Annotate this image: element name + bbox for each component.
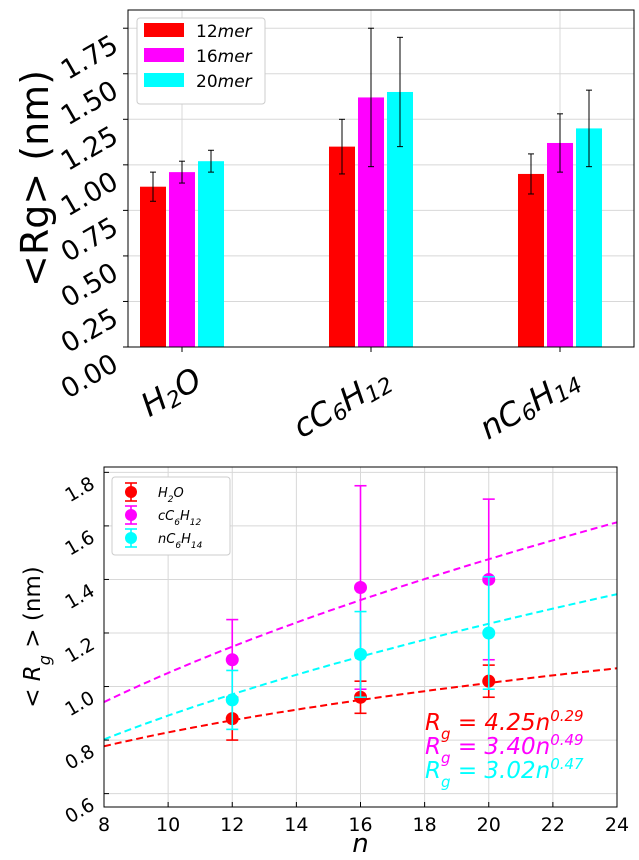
y-tick-label: 1.4 [61, 580, 98, 614]
scatter-chart: 8 10 12 14 16 18 20 22 24 0.6 0.8 1.0 1.2 1.4 1.6 1.8 n <… [20, 466, 629, 859]
y-tick-label: 0.25 [56, 303, 124, 360]
legend-label: cC6H12 [158, 509, 201, 528]
bar-chart: 0.000.250.500.751.001.251.501.75 H2O cC6H1… [13, 9, 635, 449]
x-tick-label: 10 [156, 814, 180, 836]
data-point [354, 647, 367, 661]
legend-marker [125, 509, 137, 521]
legend-label: nC6H14 [158, 532, 203, 551]
bar [329, 146, 355, 347]
bar [169, 172, 195, 347]
x-tick-label: nC6H14 [473, 360, 587, 449]
data-point [482, 626, 496, 640]
bar [198, 161, 224, 347]
x-axis-label: n [352, 829, 368, 859]
y-tick-label: 0.8 [61, 740, 98, 774]
y-axis-label: < Rg > (nm) [20, 566, 54, 708]
y-tick-label: 1.50 [56, 75, 124, 132]
y-tick-label: 1.0 [61, 687, 98, 721]
x-tick-label: 20 [477, 814, 501, 836]
legend-marker [125, 532, 137, 544]
legend: 12mer 16mer 20mer [136, 17, 266, 105]
y-tick-label: 0.50 [56, 257, 124, 314]
plot-frame [127, 9, 635, 348]
x-tick-label: 16 [348, 814, 372, 836]
x-tick-label: 14 [284, 814, 308, 836]
legend-label: H2O [158, 486, 184, 505]
bar [547, 142, 573, 347]
bar [140, 186, 166, 347]
legend-label: 12mer [196, 22, 253, 42]
legend: H2O cC6H12 nC6H14 [111, 476, 231, 556]
legend-swatch [144, 73, 184, 87]
y-tick-label: 1.00 [56, 166, 124, 223]
y-tick-label: 1.25 [56, 121, 124, 178]
x-tick-label: 24 [605, 814, 629, 836]
y-axis-label: <Rg> (nm) [13, 70, 57, 287]
x-tick-label: cC6H12 [286, 360, 398, 447]
data-point [225, 693, 239, 707]
fit-equation: Rg = 4.25n0.29 [425, 707, 584, 743]
x-tick-label: H2O [134, 360, 209, 426]
y-tick-label: 1.8 [61, 473, 98, 507]
bar [518, 173, 544, 347]
legend-swatch [144, 48, 184, 62]
y-tick-label: 1.2 [61, 633, 98, 667]
x-tick-label: 12 [220, 814, 244, 836]
legend-label: 20mer [196, 72, 253, 92]
y-tick-label: 1.75 [56, 29, 124, 86]
legend-marker [125, 486, 137, 498]
x-tick-label: 8 [98, 814, 110, 836]
x-tick-label: 22 [541, 814, 565, 836]
y-tick-label: 0.75 [56, 212, 124, 269]
x-tick-label: 18 [413, 814, 437, 836]
data-point [354, 580, 367, 594]
data-point [225, 653, 239, 667]
legend-label: 16mer [196, 47, 253, 67]
y-tick-label: 0.6 [61, 794, 98, 828]
fit-equation: Rg = 3.02n0.47 [425, 755, 584, 791]
fit-equation: Rg = 3.40n0.49 [425, 731, 584, 767]
legend-swatch [144, 23, 184, 37]
legend-frame [111, 476, 231, 556]
y-tick-label: 1.6 [61, 526, 98, 560]
fit-line [104, 667, 617, 748]
y-tick-label: 0.00 [56, 348, 124, 405]
